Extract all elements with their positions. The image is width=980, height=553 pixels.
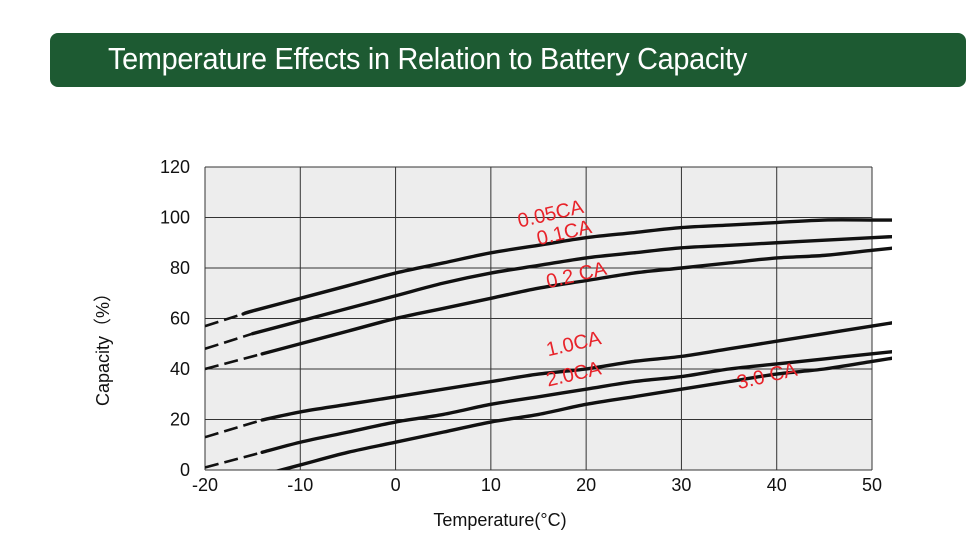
x-tick-label: 30 <box>671 475 691 495</box>
series-line-solid <box>260 350 892 455</box>
y-tick-labels: 0 20 40 60 80 100 120 <box>160 157 190 480</box>
x-tick-label: 40 <box>767 475 787 495</box>
x-tick-label: -20 <box>192 475 218 495</box>
series-line-dashed <box>205 451 263 469</box>
y-tick-label: 120 <box>160 157 190 177</box>
series-line-solid <box>250 234 892 336</box>
y-axis-title: Capacity（%） <box>93 284 113 406</box>
title-bar: Temperature Effects in Relation to Batte… <box>50 33 966 87</box>
series-line-solid <box>260 321 892 422</box>
curves <box>205 218 892 470</box>
series-line-dashed <box>205 352 263 371</box>
series-line <box>205 246 892 371</box>
series-line <box>205 321 892 439</box>
series-line-solid <box>260 246 892 356</box>
series-line <box>274 356 892 470</box>
y-tick-label: 0 <box>180 460 190 480</box>
series-line-dashed <box>205 312 244 328</box>
y-tick-label: 60 <box>170 309 190 329</box>
y-tick-label: 40 <box>170 359 190 379</box>
x-tick-label: 50 <box>862 475 882 495</box>
x-tick-label: 0 <box>391 475 401 495</box>
y-tick-label: 80 <box>170 258 190 278</box>
x-tick-labels: -20 -10 0 10 20 30 40 50 <box>192 475 882 495</box>
x-tick-label: -10 <box>287 475 313 495</box>
series-line <box>205 218 892 328</box>
x-tick-label: 20 <box>576 475 596 495</box>
page-title: Temperature Effects in Relation to Batte… <box>108 41 748 76</box>
y-tick-label: 20 <box>170 410 190 430</box>
series-line-dashed <box>205 332 254 351</box>
x-axis-title: Temperature(°C) <box>433 510 566 530</box>
series-line-solid <box>274 356 892 470</box>
grid <box>204 166 873 471</box>
series-line <box>205 350 892 469</box>
series-line-dashed <box>205 418 263 439</box>
series-line <box>205 234 892 351</box>
y-tick-label: 100 <box>160 208 190 228</box>
series-line-solid <box>241 218 892 316</box>
x-tick-label: 10 <box>481 475 501 495</box>
